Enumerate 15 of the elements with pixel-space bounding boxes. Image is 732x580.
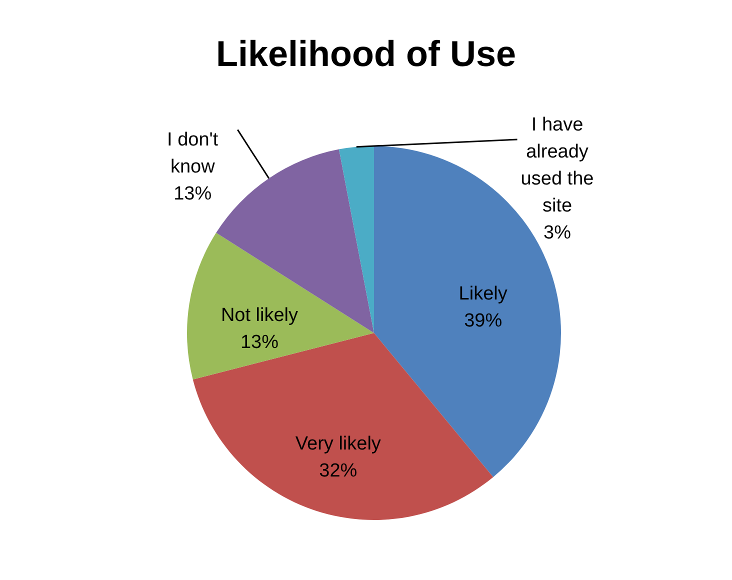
data-label: 39% (464, 310, 502, 332)
chart-title: Likelihood of Use (216, 33, 516, 74)
pie-slice (216, 149, 374, 333)
slice-label: Likely (458, 284, 508, 305)
data-label: 13% (174, 184, 212, 205)
data-label: 32% (319, 460, 358, 482)
pie-slice (338, 146, 374, 333)
pie-slice (192, 333, 494, 520)
data-label: 13% (240, 332, 279, 353)
pie-slice (187, 232, 374, 380)
slice-label: I have already used the site (520, 114, 594, 216)
data-label: 3% (544, 222, 572, 244)
slice-label: I don't know (167, 130, 219, 178)
slice-label: Very likely (295, 433, 382, 454)
slice-label: Not likely (220, 304, 299, 326)
